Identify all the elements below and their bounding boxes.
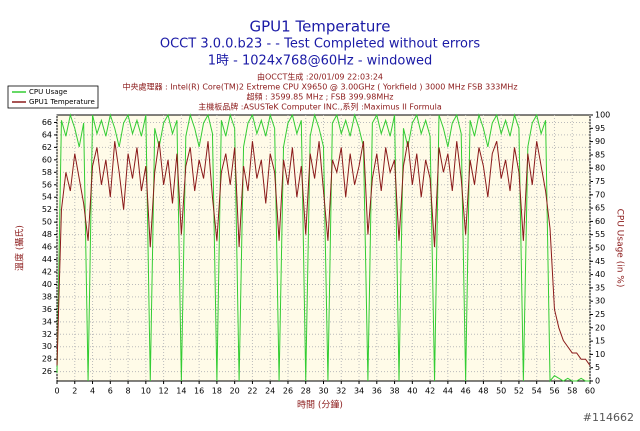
y2-axis-label: CPU Usage (in %) (615, 209, 625, 288)
y-tick-label: 40 (42, 280, 52, 289)
x-tick-label: 34 (354, 387, 364, 396)
y2-tick-label: 60 (595, 217, 605, 226)
y-tick-label: 60 (42, 155, 52, 164)
x-tick-label: 38 (389, 387, 399, 396)
x-tick-label: 58 (567, 387, 577, 396)
y2-tick-label: 70 (595, 190, 605, 199)
x-tick-label: 24 (265, 387, 275, 396)
y-tick-label: 58 (42, 168, 52, 177)
y2-tick-label: 40 (595, 270, 605, 279)
legend-label: GPU1 Temperature (29, 98, 95, 106)
x-tick-label: 12 (159, 387, 169, 396)
y-tick-label: 66 (42, 118, 52, 127)
y-tick-label: 42 (42, 267, 52, 276)
subtitle: OCCT 3.0.0.b23 - - Test Completed withou… (160, 37, 480, 52)
y-tick-label: 32 (42, 330, 52, 339)
y-tick-label: 54 (42, 193, 52, 202)
x-tick-label: 18 (212, 387, 222, 396)
info-line: 中央處理器 : Intel(R) Core(TM)2 Extreme CPU X… (122, 82, 517, 92)
x-tick-label: 6 (108, 387, 113, 396)
y2-tick-label: 35 (595, 283, 605, 292)
x-tick-label: 32 (336, 387, 346, 396)
x-tick-label: 52 (514, 387, 524, 396)
x-tick-label: 48 (478, 387, 488, 396)
y-tick-label: 50 (42, 218, 52, 227)
y-tick-label: 62 (42, 143, 52, 152)
y2-tick-label: 65 (595, 204, 605, 213)
y-tick-label: 30 (42, 342, 52, 351)
x-axis-label: 時間 (分鐘) (297, 399, 343, 411)
x-tick-label: 4 (90, 387, 95, 396)
info-line: 由OCCT生成 :20/01/09 22:03:24 (257, 72, 383, 82)
x-tick-label: 22 (247, 387, 257, 396)
y2-tick-label: 100 (595, 111, 610, 120)
y2-tick-label: 85 (595, 150, 605, 159)
y2-tick-label: 15 (595, 337, 605, 346)
legend-label: CPU Usage (29, 88, 67, 96)
x-tick-label: 10 (141, 387, 151, 396)
x-tick-label: 46 (461, 387, 471, 396)
info-line: 超頻 : 3599.85 MHz ; FSB 399.98MHz (247, 92, 394, 102)
y-tick-label: 46 (42, 243, 52, 252)
watermark: #114662 (583, 411, 634, 424)
y-tick-label: 64 (42, 130, 52, 139)
y-tick-label: 36 (42, 305, 52, 314)
y2-tick-label: 45 (595, 257, 605, 266)
y2-tick-label: 50 (595, 244, 605, 253)
y2-tick-label: 95 (595, 124, 605, 133)
x-tick-label: 30 (318, 387, 328, 396)
y-tick-label: 44 (42, 255, 52, 264)
x-tick-label: 16 (194, 387, 204, 396)
x-tick-label: 0 (54, 387, 59, 396)
x-tick-label: 2 (72, 387, 77, 396)
legend-box (7, 85, 99, 109)
y2-tick-label: 75 (595, 177, 605, 186)
chart-title: GPU1 Temperature (250, 18, 391, 36)
series-line (56, 140, 591, 366)
info-line: 主機板品牌 :ASUSTeK Computer INC.,系列 :Maximus… (198, 102, 442, 112)
x-tick-label: 42 (425, 387, 435, 396)
x-tick-label: 54 (532, 387, 542, 396)
y-tick-label: 26 (42, 367, 52, 376)
x-tick-label: 36 (372, 387, 382, 396)
y2-tick-label: 80 (595, 164, 605, 173)
y2-tick-label: 5 (595, 363, 600, 372)
y-tick-label: 38 (42, 292, 52, 301)
y-tick-label: 56 (42, 180, 52, 189)
x-tick-label: 26 (283, 387, 293, 396)
y2-tick-label: 55 (595, 230, 605, 239)
series-line (56, 113, 590, 383)
y-tick-label: 48 (42, 230, 52, 239)
x-tick-label: 28 (301, 387, 311, 396)
y-tick-label: 52 (42, 205, 52, 214)
x-tick-label: 60 (585, 387, 595, 396)
x-tick-label: 56 (549, 387, 559, 396)
y2-tick-label: 90 (595, 137, 605, 146)
y2-tick-label: 0 (595, 377, 600, 386)
x-tick-label: 14 (176, 387, 186, 396)
x-tick-label: 40 (407, 387, 417, 396)
y2-tick-label: 25 (595, 310, 605, 319)
x-tick-label: 8 (126, 387, 131, 396)
y2-tick-label: 20 (595, 323, 605, 332)
subtitle: 1時 - 1024x768@60Hz - windowed (208, 54, 433, 69)
x-tick-label: 20 (230, 387, 240, 396)
x-tick-label: 44 (443, 387, 453, 396)
y-tick-label: 28 (42, 355, 52, 364)
y-axis-label: 溫度 (攝氏) (14, 225, 26, 271)
x-tick-label: 50 (496, 387, 506, 396)
y-tick-label: 34 (42, 317, 52, 326)
y2-tick-label: 10 (595, 350, 605, 359)
y2-tick-label: 30 (595, 297, 605, 306)
